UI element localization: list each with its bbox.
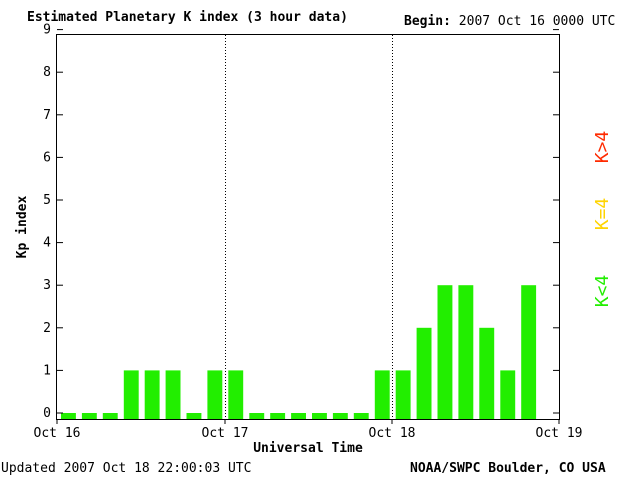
kp-bar <box>270 413 286 419</box>
kp-bar <box>500 370 516 419</box>
x-tick-label: Oct 19 <box>536 426 583 441</box>
y-tick-label: 4 <box>43 236 51 251</box>
kp-bar <box>374 370 390 419</box>
credit-text: NOAA/SWPC Boulder, CO USA <box>410 461 606 476</box>
x-tick-label: Oct 17 <box>202 426 249 441</box>
kp-bar <box>332 413 348 419</box>
y-tick-label: 6 <box>43 150 51 165</box>
kp-bar <box>228 370 244 419</box>
y-tick-label: 9 <box>43 23 51 38</box>
kp-bar <box>479 327 495 419</box>
y-tick-label: 0 <box>43 406 51 421</box>
plot-frame <box>56 34 560 420</box>
x-axis-ticks: Oct 16 Oct 17 Oct 18 Oct 19 <box>34 419 583 441</box>
begin-time: Begin: 2007 Oct 16 0000 UTC <box>404 14 615 29</box>
kp-bar <box>458 285 474 419</box>
kp-bar <box>395 370 411 419</box>
y-tick-label: 2 <box>43 321 51 336</box>
kp-bar <box>102 413 118 419</box>
chart-title: Estimated Planetary K index (3 hour data… <box>27 10 348 25</box>
x-tick-label: Oct 18 <box>369 426 416 441</box>
kp-bar <box>416 327 432 419</box>
kp-bar <box>61 413 76 419</box>
kp-bar <box>165 370 181 419</box>
kp-bar <box>123 370 139 419</box>
y-tick-label: 7 <box>43 108 51 123</box>
kp-bar <box>521 285 537 419</box>
y-tick-label: 1 <box>43 363 51 378</box>
legend-k-greater-4: K>4 <box>592 131 613 164</box>
updated-value: 2007 Oct 18 22:00:03 UTC <box>63 461 252 476</box>
begin-value: 2007 Oct 16 0000 UTC <box>458 14 616 29</box>
updated-time: Updated 2007 Oct 18 22:00:03 UTC <box>1 461 251 476</box>
kp-bar <box>249 413 265 419</box>
kp-bar <box>353 413 369 419</box>
bars-group <box>61 285 537 419</box>
y-axis-ticks: 0 1 2 3 4 5 6 7 8 9 <box>43 23 559 421</box>
legend-k-equal-4: K=4 <box>592 198 613 231</box>
kp-bar <box>291 413 306 419</box>
legend: K>4 K=4 K<4 <box>592 131 613 308</box>
kp-bar <box>207 370 223 419</box>
kp-bar <box>437 285 453 419</box>
y-tick-label: 5 <box>43 193 51 208</box>
x-tick-label: Oct 16 <box>34 426 81 441</box>
y-tick-label: 8 <box>43 65 51 80</box>
updated-label: Updated <box>1 461 56 476</box>
legend-k-less-4: K<4 <box>592 275 613 308</box>
kp-bar <box>81 413 97 419</box>
x-axis-label: Universal Time <box>253 441 363 456</box>
kp-bar <box>144 370 160 419</box>
kp-bar <box>186 413 202 419</box>
y-axis-label: Kp index <box>15 196 30 259</box>
y-tick-label: 3 <box>43 278 51 293</box>
begin-label: Begin: <box>404 14 451 29</box>
kp-bar <box>312 413 327 419</box>
